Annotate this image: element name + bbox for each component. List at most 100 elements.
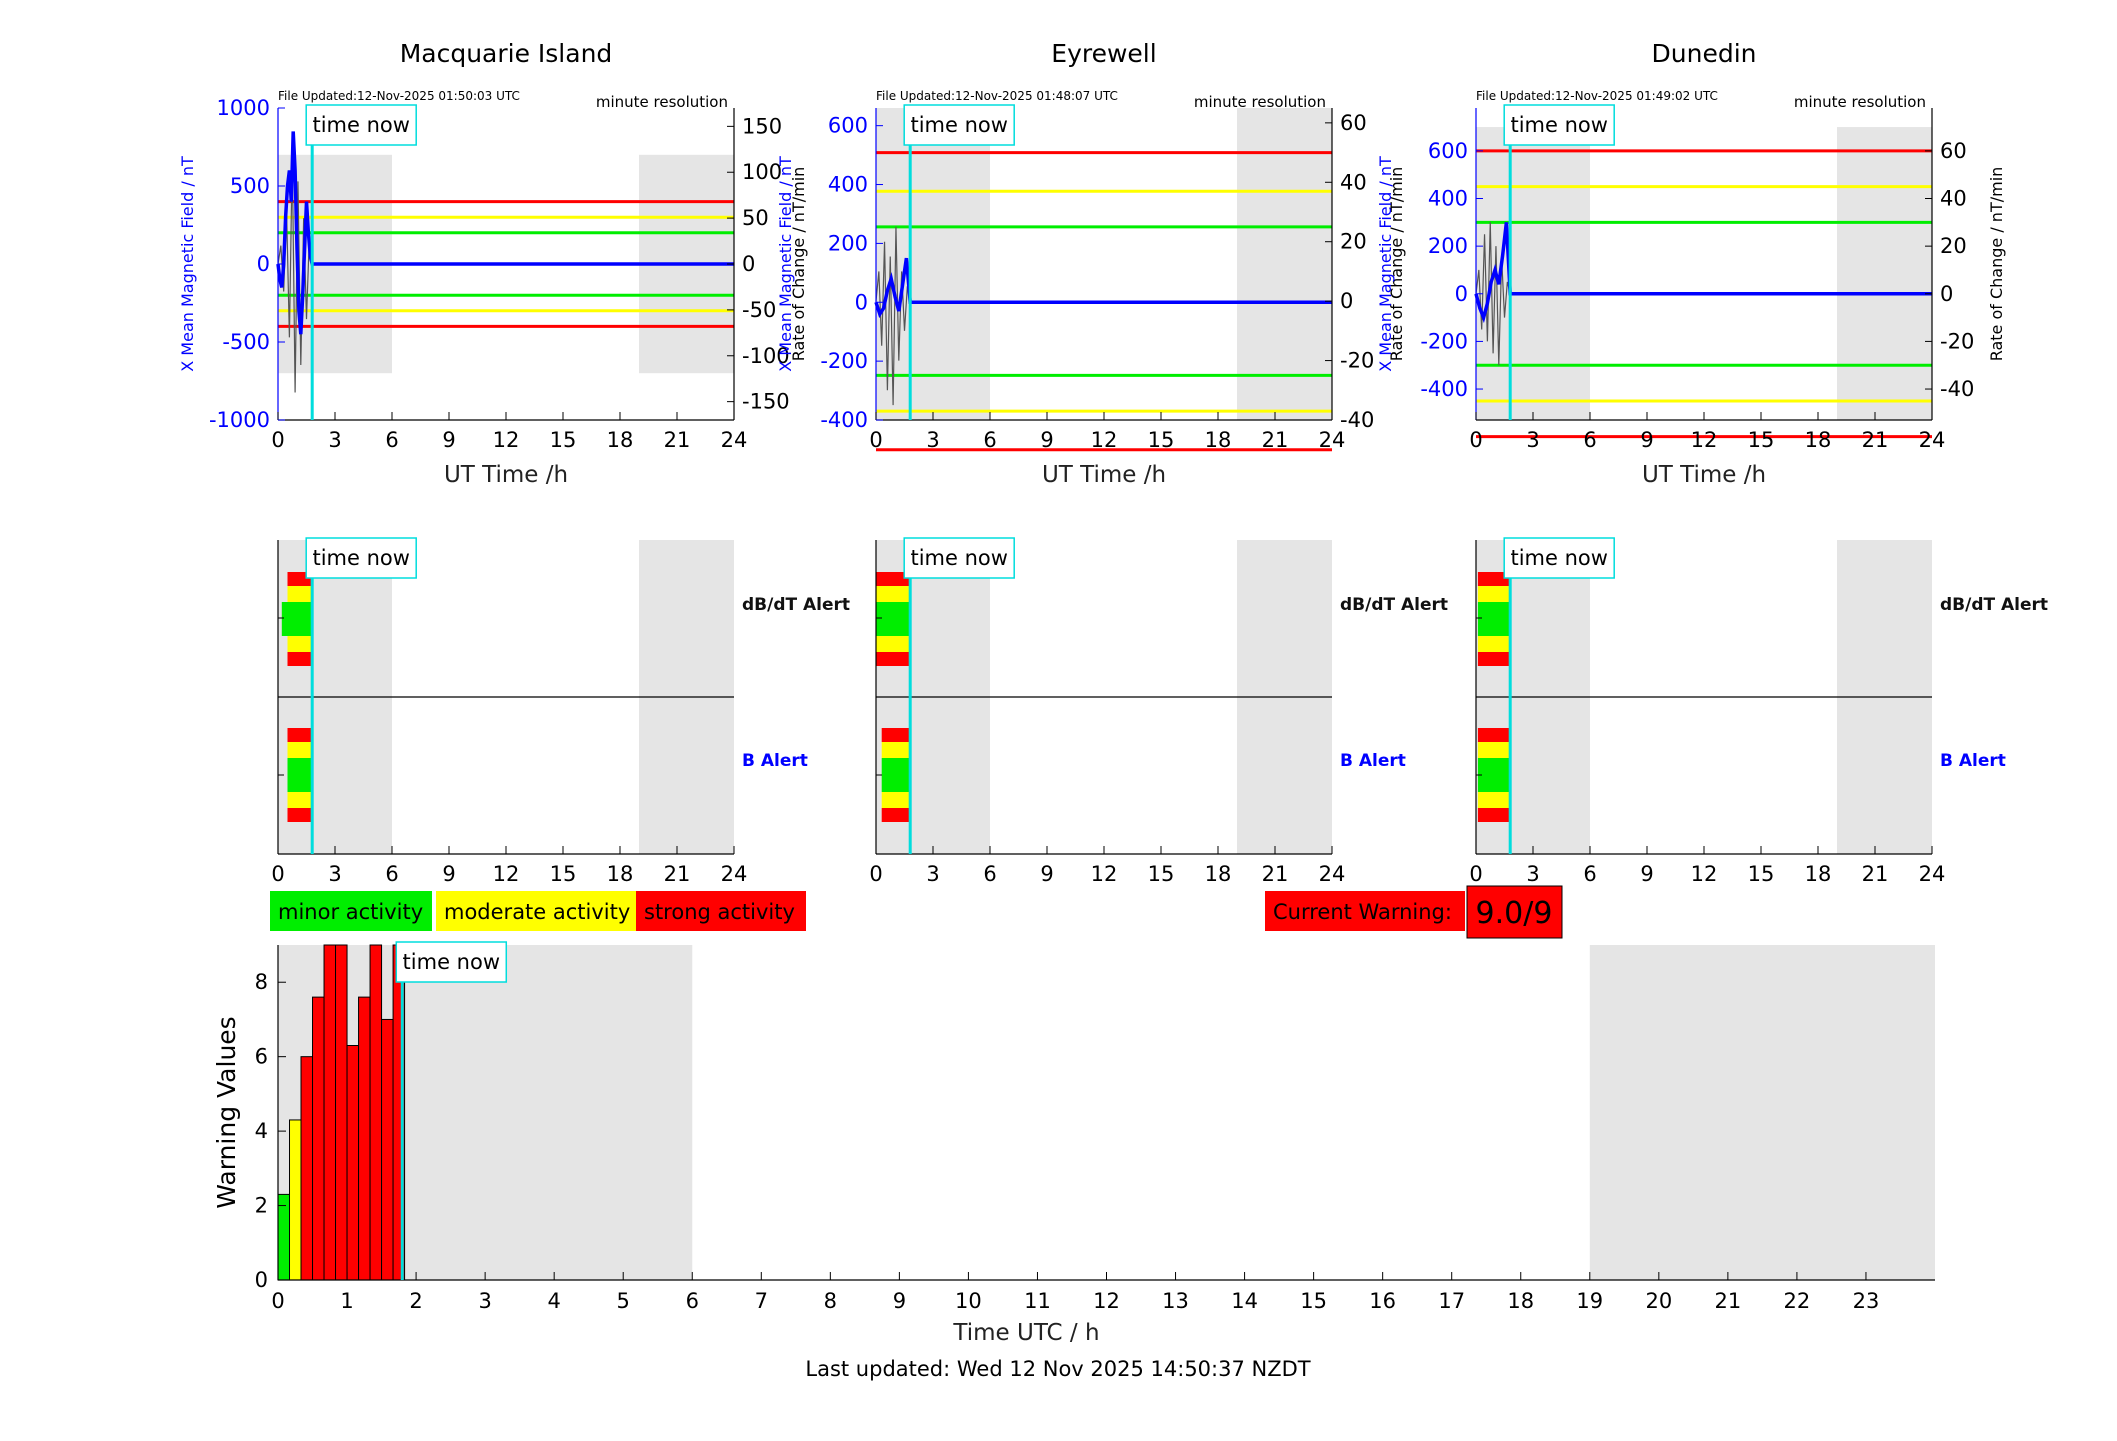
x-tick-label: 0: [271, 428, 284, 452]
y2-tick-label: -150: [742, 390, 790, 414]
x-tick-label: 21: [1862, 428, 1889, 452]
current-warning-badge: [1265, 891, 1465, 931]
warning-bar: [277, 1193, 291, 1281]
warning-bar: [300, 1056, 314, 1281]
night-shade: [1589, 945, 1935, 1280]
x-tick-label: 11: [1024, 1289, 1051, 1313]
x-axis-label: UT Time /h: [1642, 462, 1766, 488]
alert-level-block: [881, 792, 911, 808]
y2-tick-label: 40: [1940, 187, 1967, 211]
y-tick-label: 1000: [217, 96, 270, 120]
x-tick-label: 0: [271, 862, 284, 886]
y-tick-label: 600: [828, 114, 868, 138]
y-tick-label: 500: [230, 174, 270, 198]
y-axis-label: X Mean Magnetic Field / nT: [1376, 156, 1395, 372]
resolution-label: minute resolution: [596, 93, 728, 111]
y-tick-label: 600: [1428, 139, 1468, 163]
time-now-box: [395, 941, 508, 983]
file-updated-label: File Updated:12-Nov-2025 01:48:07 UTC: [876, 89, 1118, 103]
warning-bar: [323, 944, 337, 1281]
x-tick-label: 10: [955, 1289, 982, 1313]
alert-level-block: [881, 808, 911, 822]
x-tick-label: 12: [1691, 862, 1718, 886]
x-tick-label: 12: [1093, 1289, 1120, 1313]
night-shade: [1237, 108, 1332, 420]
x-tick-label: 12: [493, 862, 520, 886]
alert-level-block: [876, 602, 911, 636]
magnetic-field-line: [1474, 222, 1932, 324]
x-tick-label: 24: [1319, 428, 1346, 452]
alert-level-block: [881, 742, 911, 758]
legend-swatch: [636, 891, 806, 931]
y2-tick-label: 100: [742, 160, 782, 184]
x-tick-label: 12: [1691, 428, 1718, 452]
x-tick-label: 18: [607, 428, 634, 452]
y-tick-label: 6: [255, 1045, 268, 1069]
x-tick-label: 18: [1205, 428, 1232, 452]
x-tick-label: 6: [1583, 862, 1596, 886]
legend-swatch: [270, 891, 432, 931]
time-now-box: [1503, 104, 1615, 146]
x-tick-label: 22: [1784, 1289, 1811, 1313]
dbdt-alert-label: dB/dT Alert: [1940, 595, 2048, 615]
alert-level-block: [287, 742, 313, 758]
warning-bar: [312, 996, 325, 1281]
y-axis-label: Warning Values: [212, 1016, 241, 1208]
alert-level-block: [876, 572, 911, 586]
x-tick-label: 15: [1300, 1289, 1327, 1313]
x-tick-label: 18: [1805, 428, 1832, 452]
x-tick-label: 5: [617, 1289, 630, 1313]
x-tick-label: 12: [1091, 428, 1118, 452]
y2-tick-label: -40: [1340, 408, 1374, 432]
x-tick-label: 18: [1507, 1289, 1534, 1313]
alert-level-block: [287, 758, 313, 792]
y-tick-label: -400: [1420, 377, 1468, 401]
rate-of-change-line: [1475, 222, 1511, 366]
alert-level-block: [1477, 586, 1511, 602]
warning-bar: [289, 1119, 302, 1281]
y2-tick-label: 60: [1340, 111, 1367, 135]
rate-of-change-line: [875, 226, 911, 406]
resolution-label: minute resolution: [1194, 93, 1326, 111]
time-now-label: time now: [312, 113, 409, 137]
alert-level-block: [287, 808, 313, 822]
legend-label: moderate activity: [444, 900, 630, 924]
y-tick-label: 400: [1428, 187, 1468, 211]
y-tick-label: -200: [820, 349, 868, 373]
y2-tick-label: 60: [1940, 139, 1967, 163]
x-tick-label: 0: [1469, 428, 1482, 452]
dbdt-alert-label: dB/dT Alert: [1340, 595, 1448, 615]
current-warning-value: 9.0/9: [1476, 896, 1553, 931]
time-now-label: time now: [1510, 113, 1607, 137]
x-tick-label: 6: [385, 428, 398, 452]
time-now-box: [903, 537, 1015, 579]
x-tick-label: 2: [409, 1289, 422, 1313]
x-axis-label: Time UTC / h: [952, 1320, 1099, 1346]
y-axis-label: X Mean Magnetic Field / nT: [178, 156, 197, 372]
y2-tick-label: 0: [1940, 282, 1953, 306]
warning-bar: [369, 944, 383, 1281]
x-tick-label: 9: [1040, 862, 1053, 886]
warning-bar: [335, 944, 348, 1281]
last-updated: Last updated: Wed 12 Nov 2025 14:50:37 N…: [805, 1357, 1310, 1381]
y2-tick-label: -20: [1940, 329, 1974, 353]
panel-title: Macquarie Island: [400, 39, 613, 68]
time-now-box: [1503, 537, 1615, 579]
b-alert-label: B Alert: [1340, 751, 1406, 771]
x-tick-label: 1: [340, 1289, 353, 1313]
y-tick-label: -1000: [209, 408, 270, 432]
y-axis-label: X Mean Magnetic Field / nT: [776, 156, 795, 372]
alert-level-block: [1477, 602, 1511, 636]
x-tick-label: 15: [550, 428, 577, 452]
legend-label: strong activity: [644, 900, 795, 924]
x-tick-label: 3: [478, 1289, 491, 1313]
x-tick-label: 9: [1640, 862, 1653, 886]
rate-of-change-line: [277, 153, 313, 393]
y2-axis-label: Rate of Change / nT/min: [789, 167, 808, 362]
x-tick-label: 24: [1919, 428, 1946, 452]
time-now-label: time now: [312, 546, 409, 570]
x-tick-label: 8: [824, 1289, 837, 1313]
y-tick-label: 0: [255, 1268, 268, 1292]
panel-title: Eyrewell: [1051, 39, 1156, 68]
x-tick-label: 18: [1205, 862, 1232, 886]
